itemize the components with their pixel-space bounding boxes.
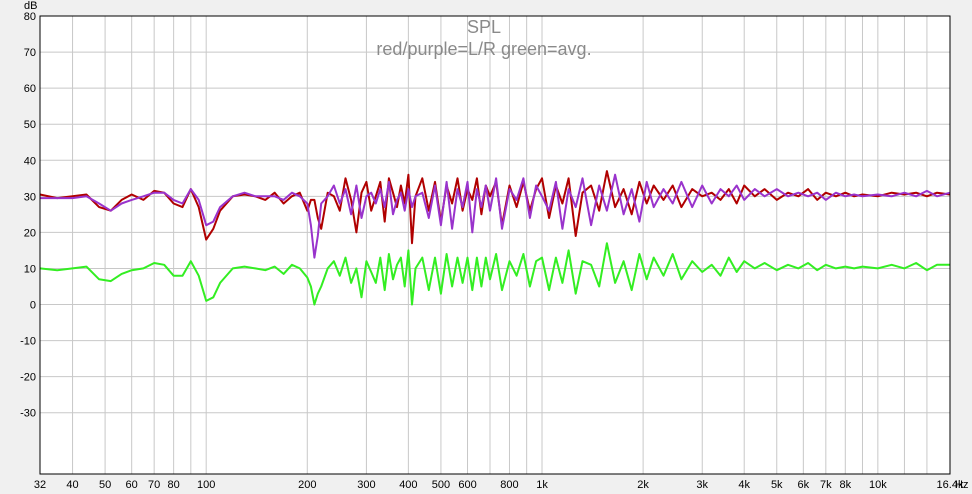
y-axis-unit: dB xyxy=(24,0,37,12)
x-tick-label: 4k xyxy=(738,479,750,491)
series-line-2 xyxy=(40,173,951,259)
chart-title: SPL xyxy=(467,17,501,37)
x-tick-label: 10k xyxy=(869,479,887,491)
y-tick-label: -20 xyxy=(20,372,36,384)
y-tick-label: 80 xyxy=(24,11,36,23)
x-tick-label: 200 xyxy=(298,479,316,491)
x-tick-label: 2k xyxy=(637,479,649,491)
x-tick-label: 500 xyxy=(432,479,450,491)
x-axis-unit: Hz xyxy=(955,479,968,491)
y-tick-label: 50 xyxy=(24,119,36,131)
x-tick-label: 5k xyxy=(771,479,783,491)
x-tick-label: 16.4k xyxy=(937,479,964,491)
series-line-1 xyxy=(39,170,951,245)
x-tick-label: 800 xyxy=(500,479,518,491)
y-tick-label: -30 xyxy=(20,408,36,420)
x-tick-label: 400 xyxy=(399,479,417,491)
y-tick-label: 60 xyxy=(24,83,36,95)
x-tick-label: 7k xyxy=(820,479,832,491)
x-tick-label: 70 xyxy=(148,479,160,491)
x-tick-label: 40 xyxy=(66,479,78,491)
x-tick-label: 300 xyxy=(357,479,375,491)
x-tick-label: 100 xyxy=(197,479,215,491)
x-tick-label: 60 xyxy=(126,479,138,491)
x-tick-label: 8k xyxy=(839,479,851,491)
x-tick-label: 1k xyxy=(536,479,548,491)
plot-border xyxy=(39,15,951,475)
y-tick-label: 30 xyxy=(24,191,36,203)
y-tick-label: 0 xyxy=(30,300,36,312)
chart-subtitle: red/purple=L/R green=avg. xyxy=(376,39,591,59)
y-tick-label: 70 xyxy=(24,47,36,59)
y-tick-label: -10 xyxy=(20,336,36,348)
x-tick-label: 600 xyxy=(458,479,476,491)
y-tick-label: 10 xyxy=(24,263,36,275)
y-tick-label: 40 xyxy=(24,155,36,167)
y-tick-labels: 80 70 60 50 40 30 20 10 0 -10 -20 -30 xyxy=(20,11,36,420)
x-tick-label: 32 xyxy=(34,479,46,491)
series-line-3 xyxy=(39,242,950,306)
x-tick-label: 6k xyxy=(798,479,810,491)
x-tick-label: 50 xyxy=(99,479,111,491)
y-tick-label: 20 xyxy=(24,227,36,239)
series-lines xyxy=(39,170,951,306)
plot-area xyxy=(40,16,950,474)
x-tick-label: 80 xyxy=(168,479,180,491)
x-tick-labels: 32 40 50 60 70 80 100 200 300 400 500 600 800 1k 2k 3k 4… xyxy=(34,479,964,491)
x-tick-label: 3k xyxy=(696,479,708,491)
